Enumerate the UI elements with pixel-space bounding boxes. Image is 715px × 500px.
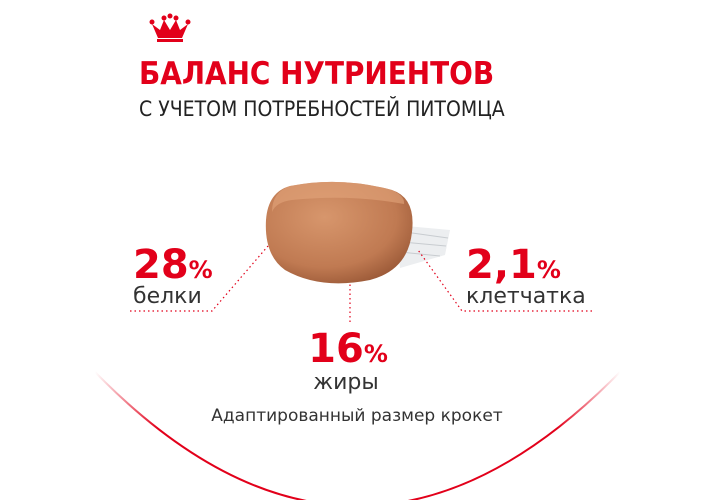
value: 2,1 <box>466 242 537 288</box>
kibble-image <box>265 181 450 284</box>
nutrient-label: белки <box>133 284 202 309</box>
unit: % <box>364 340 388 368</box>
arc <box>94 371 621 500</box>
caption: Адаптированный размер крокет <box>211 406 503 426</box>
subtitle: С УЧЕТОМ ПОТРЕБНОСТЕЙ ПИТОМЦА <box>139 96 505 121</box>
connector <box>417 249 592 312</box>
title: БАЛАНС НУТРИЕНТОВ <box>139 56 494 92</box>
nutrient-value: 16% <box>308 326 388 372</box>
unit: % <box>537 256 561 284</box>
value: 28 <box>133 242 189 288</box>
connector <box>130 245 269 312</box>
nutrient-value: 2,1% <box>466 242 561 288</box>
nutrient-value: 28% <box>133 242 213 288</box>
crown-logo <box>149 13 191 42</box>
nutrient-label: жиры <box>313 370 378 395</box>
value: 16 <box>308 326 364 372</box>
unit: % <box>189 256 213 284</box>
nutrient-label: клетчатка <box>466 284 586 309</box>
